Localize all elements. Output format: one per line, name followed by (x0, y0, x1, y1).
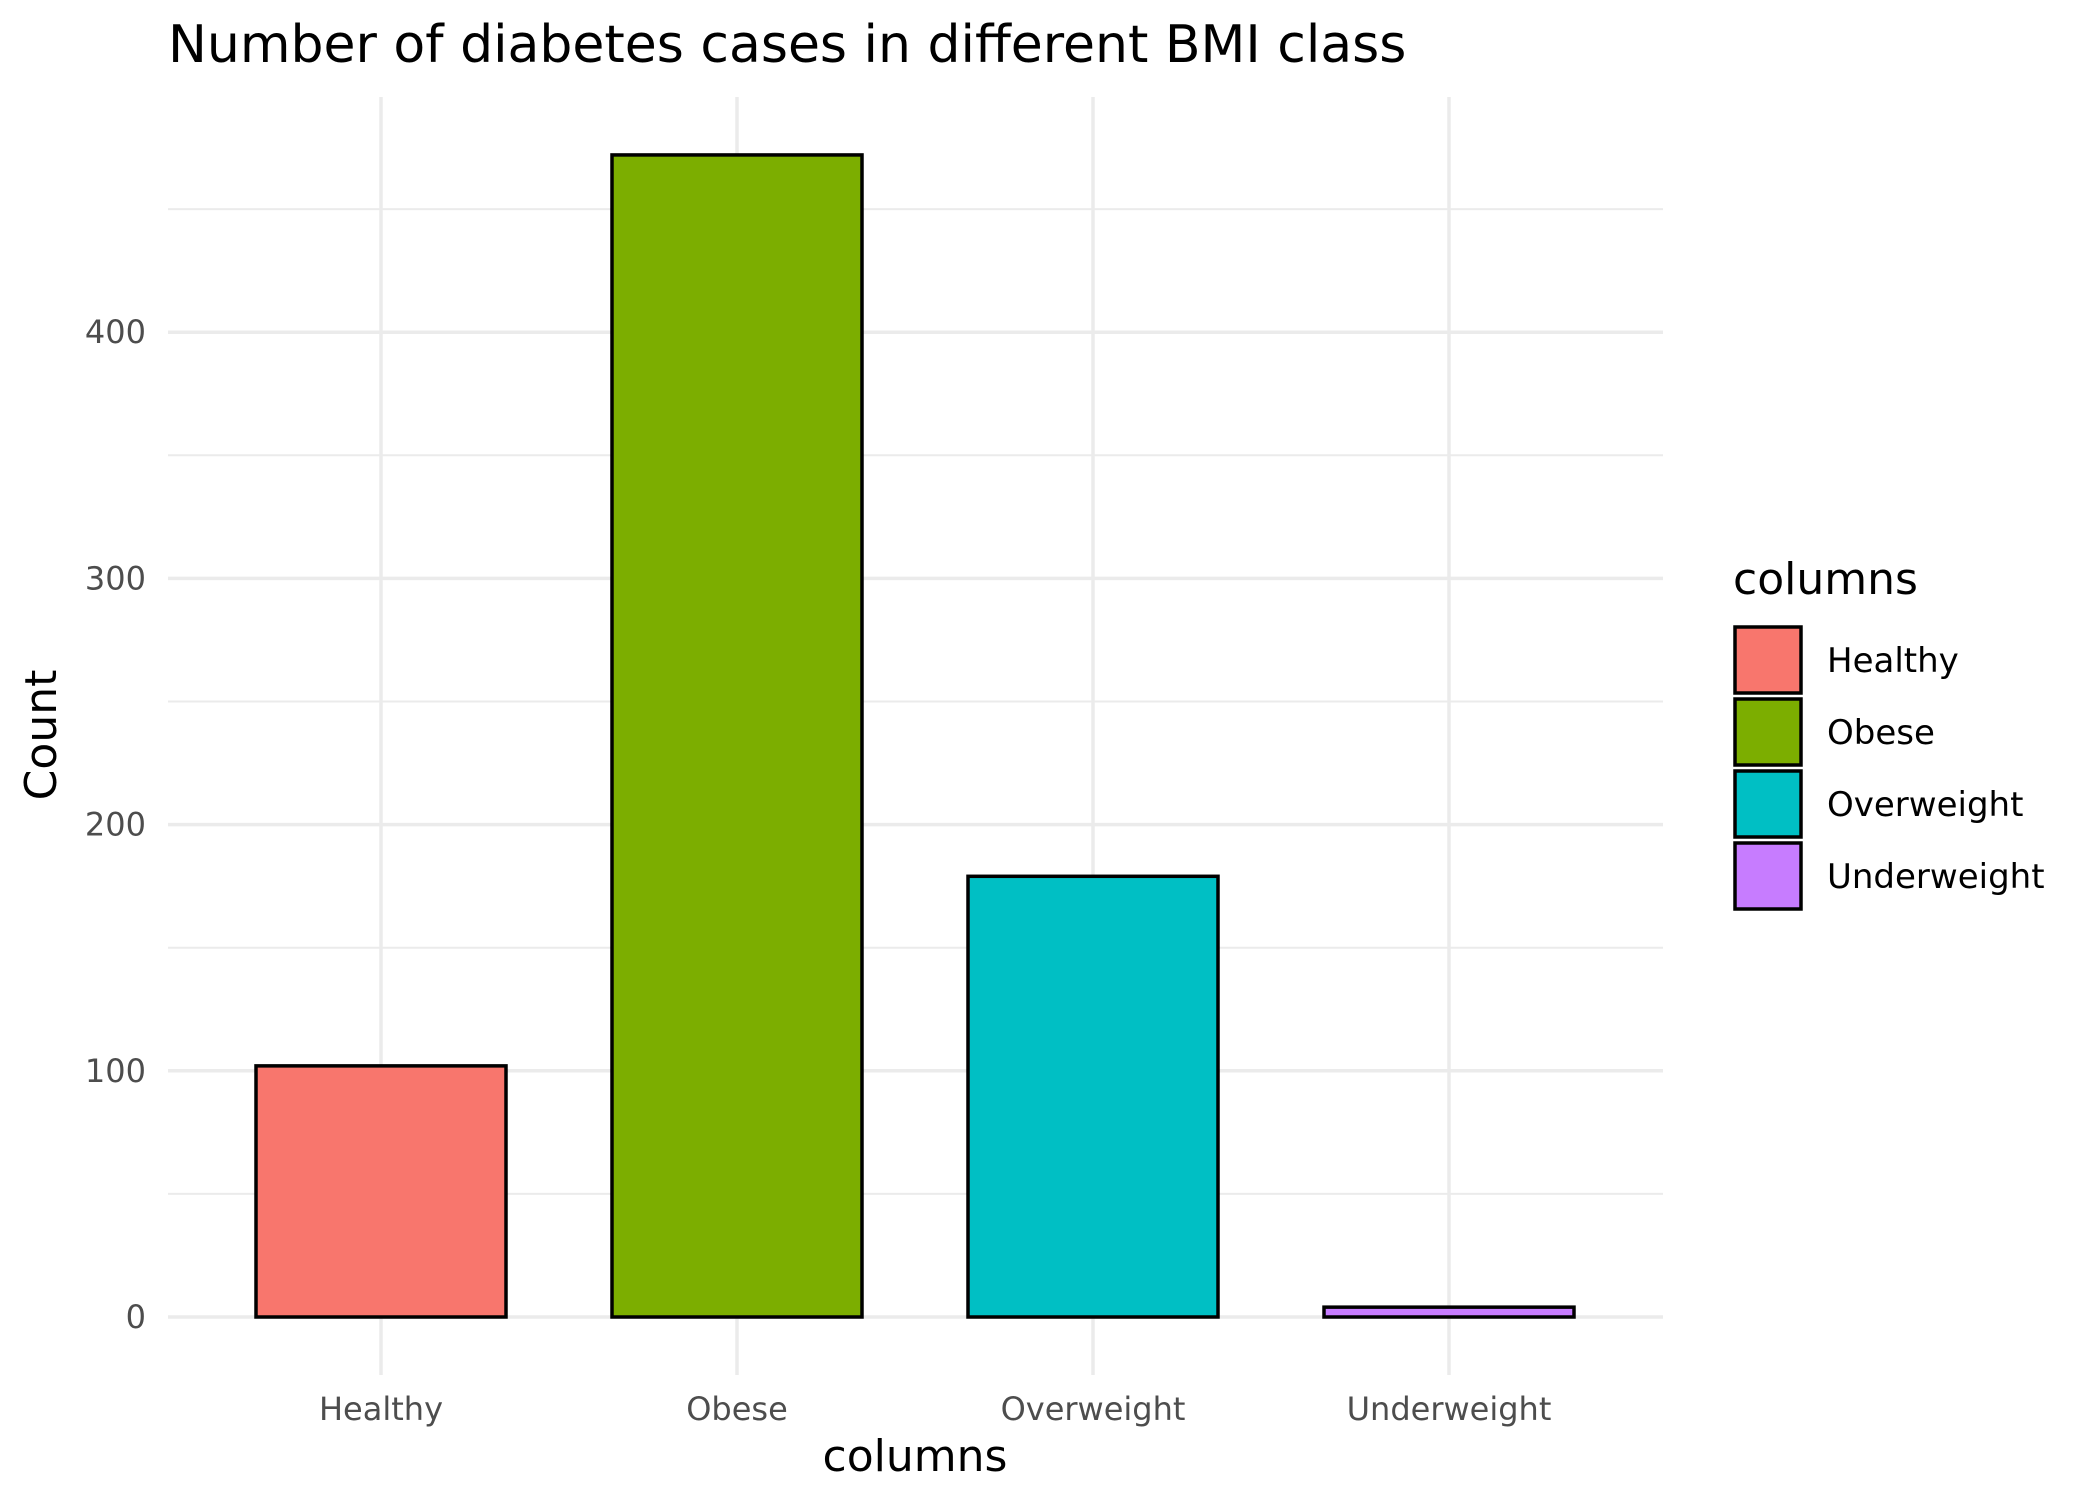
x-axis-title: columns (823, 1431, 1008, 1482)
y-tick-label: 400 (85, 313, 146, 351)
chart-title: Number of diabetes cases in different BM… (168, 15, 1406, 75)
legend-title: columns (1733, 554, 1918, 605)
x-tick-label: Healthy (319, 1390, 443, 1428)
y-axis-ticks: 0 100 200 300 400 (85, 313, 146, 1336)
x-tick-label: Underweight (1347, 1390, 1552, 1428)
y-tick-label: 0 (126, 1298, 146, 1336)
legend: columns Healthy Obese Overweight Underweigh… (1733, 554, 2045, 911)
y-axis-title: Count (16, 670, 67, 801)
y-tick-label: 100 (85, 1052, 146, 1090)
legend-swatch-overweight (1733, 769, 1803, 839)
bar-healthy (254, 1064, 508, 1319)
x-tick-label: Obese (686, 1390, 788, 1428)
legend-swatch-healthy (1733, 625, 1803, 695)
x-axis-ticks: Healthy Obese Overweight Underweight (319, 1390, 1551, 1428)
bar-obese (610, 153, 864, 1319)
legend-label: Healthy (1827, 641, 1959, 681)
y-tick-label: 200 (85, 806, 146, 844)
x-tick-label: Overweight (1001, 1390, 1186, 1428)
legend-swatch-underweight (1733, 841, 1803, 911)
y-tick-label: 300 (85, 559, 146, 597)
bar-underweight (1322, 1305, 1576, 1319)
legend-label: Overweight (1827, 785, 2023, 825)
legend-swatch-obese (1733, 697, 1803, 767)
bar-overweight (966, 874, 1220, 1319)
legend-label: Obese (1827, 713, 1935, 753)
legend-label: Underweight (1827, 857, 2045, 897)
bars (254, 153, 1576, 1319)
